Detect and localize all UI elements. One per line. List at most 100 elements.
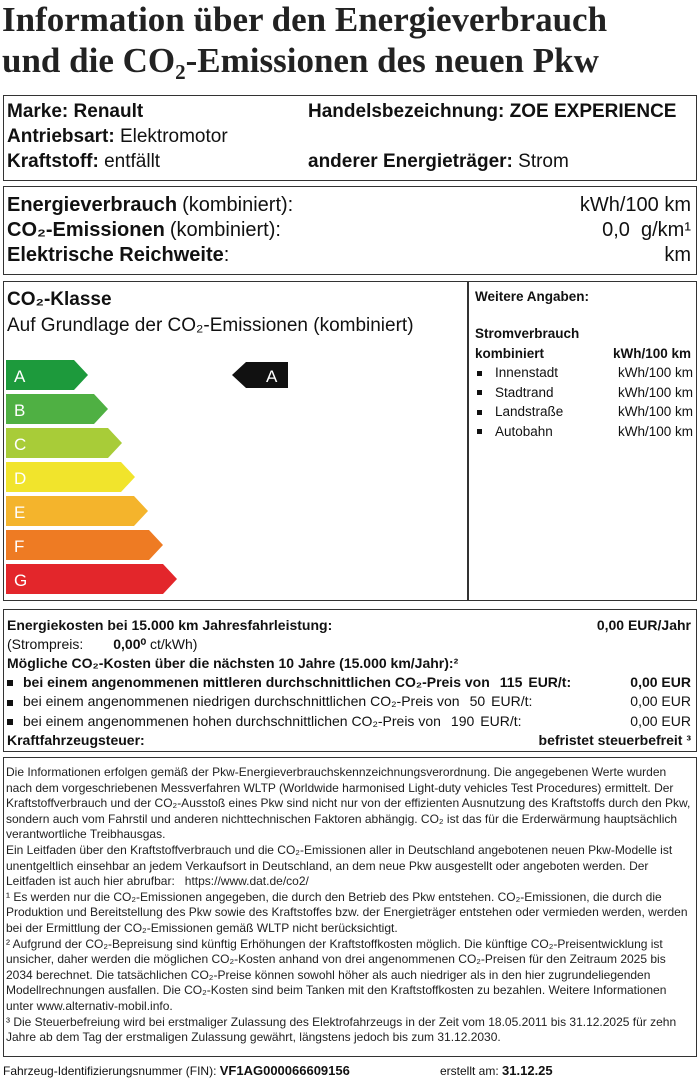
unit: kWh/100 km [617,423,693,439]
consumption-box [3,186,697,275]
co2-cost-row: bei einem angenommenen hohen durchschnit… [7,713,691,732]
note: Die Informationen erfolgen gemäß der Pkw… [6,765,694,842]
bullet [7,680,13,687]
bullet [477,429,482,435]
label: Energieverbrauch [7,194,178,216]
unit: kWh/100 km [617,404,693,419]
note: Ein Leitfaden über den Kraftstoffverbrau… [6,842,676,889]
qualifier: : [223,244,230,266]
price: 115 [499,674,523,690]
text-group: bei einem angenommenen hohen durchschnit… [7,713,522,732]
further-row: Stadtrand kWh/100 km [475,385,693,405]
unit: EUR/t: [528,674,572,690]
label-group: Autobahn [475,424,553,444]
bullet [477,390,482,396]
label-group: CO₂-Emissionen (kombiniert): [7,219,281,244]
notes: Die Informationen erfolgen gemäß der Pkw… [6,765,694,1046]
value: 0,00 EUR [630,674,691,690]
label: Innenstadt [495,365,559,380]
class-bar [6,360,88,390]
footer-fin: Fahrzeug-Identifizierungsnummer (FIN): V… [3,1063,350,1078]
vehicle-box [3,95,697,181]
price-row: (Strompreis: 0,00⁰ ct/kWh) [7,636,197,653]
co2-box [3,281,697,601]
co2-cost-list: bei einem angenommenen mittleren durchsc… [7,674,691,732]
label-group: Elektrische Reichweite: [7,244,229,269]
costs-box [3,609,697,752]
text: bei einem angenommenen niedrigen durchsc… [23,693,460,710]
further-row: Autobahn kWh/100 km [475,424,693,444]
co2-subtitle: Auf Grundlage der CO₂-Emissionen (kombin… [7,315,414,336]
bullet [477,409,482,415]
cost-row: Energiekosten bei 15.000 km Jahresfahrle… [7,617,691,633]
class-letter: D [14,469,26,488]
title-line: und die CO₂-Emissionen des neuen Pkw [2,41,599,80]
label: Energiekosten bei 15.000 km Jahresfahrle… [7,617,333,633]
notes-box [3,757,697,1057]
label: Kraftfahrzeugsteuer: [7,732,145,748]
unit: EUR/t: [480,712,522,729]
label: Handelsbezeichnung: [308,101,505,122]
field: Antriebsart: Elektromotor [7,126,228,148]
value: befristet steuerbefreit ³ [538,732,691,748]
further-heading: Stromverbrauch [475,326,580,341]
label: Fahrzeug-Identifizierungsnummer (FIN): [3,1064,217,1078]
note: ³ Die Steuerbefreiung wird bei erstmalig… [6,1014,680,1045]
label: Stadtrand [495,384,554,400]
field: anderer Energieträger: Strom [308,151,569,173]
label: Kraftstoff: [7,151,99,172]
class-letter: F [14,537,24,556]
value: Renault [73,101,144,122]
co2-cost-heading: Mögliche CO₂-Kosten über die nächsten 10… [7,655,459,671]
class-bar [6,564,177,594]
label: erstellt am: [440,1064,499,1078]
further-heading: kombiniert kWh/100 km [475,346,691,361]
divider [467,281,469,601]
label-group: Innenstadt [475,365,558,385]
note: ² Aufgrund der CO₂-Bepreisung sind künft… [6,936,670,1013]
further-row: Landstraße kWh/100 km [475,404,693,424]
class-letter: C [14,435,26,454]
value: VF1AG000066609156 [219,1063,350,1078]
value: Elektromotor [119,126,228,147]
class-letter: A [14,367,26,386]
field: Handelsbezeichnung: ZOE EXPERIENCE [308,101,676,123]
further-list: Innenstadt kWh/100 km Stadtrand kWh/100 km L… [475,365,693,443]
unit: kWh/100 km [612,346,691,361]
co2-title: CO₂-Klasse [7,289,112,310]
label: kombiniert [475,346,545,361]
class-bar [6,462,135,492]
label-group: Landstraße [475,404,563,424]
value: 31.12.25 [502,1063,553,1078]
class-pointer [232,362,288,388]
field: Marke: Renault [7,101,143,123]
class-bar [6,496,148,526]
value: ZOE EXPERIENCE [509,101,677,122]
value: 0,0 g/km¹ [602,219,691,241]
bullet [7,718,13,725]
label: Elektrische Reichweite [7,244,224,266]
label: (Strompreis: [7,636,84,652]
unit: kWh/100 km [617,384,693,400]
co2-cost-row: bei einem angenommenen niedrigen durchsc… [7,693,691,712]
text-group: bei einem angenommenen niedrigen durchsc… [7,693,532,712]
tax-row: Kraftfahrzeugsteuer: befristet steuerbefr… [7,732,691,748]
text-group: bei einem angenommenen mittleren durchsc… [7,674,571,693]
consumption-list: Energieverbrauch (kombiniert): kWh/100 km C… [7,194,691,269]
unit: ct/kWh) [150,636,198,652]
further-row: Innenstadt kWh/100 km [475,365,693,385]
value: km [664,244,691,266]
label-group: Energieverbrauch (kombiniert): [7,194,293,219]
consumption-row: Elektrische Reichweite: km [7,244,691,269]
consumption-row: Energieverbrauch (kombiniert): kWh/100 km [7,194,691,219]
label: Landstraße [495,404,564,419]
further-title: Weitere Angaben: [475,289,590,304]
unit: kWh/100 km [617,365,693,380]
note: ¹ Es werden nur die CO₂-Emissionen angeg… [6,889,691,935]
footer-date: erstellt am: 31.12.25 [440,1063,553,1078]
value: 0,00 EUR/Jahr [596,617,691,633]
bullet [477,370,482,376]
label: Marke: [7,101,69,122]
